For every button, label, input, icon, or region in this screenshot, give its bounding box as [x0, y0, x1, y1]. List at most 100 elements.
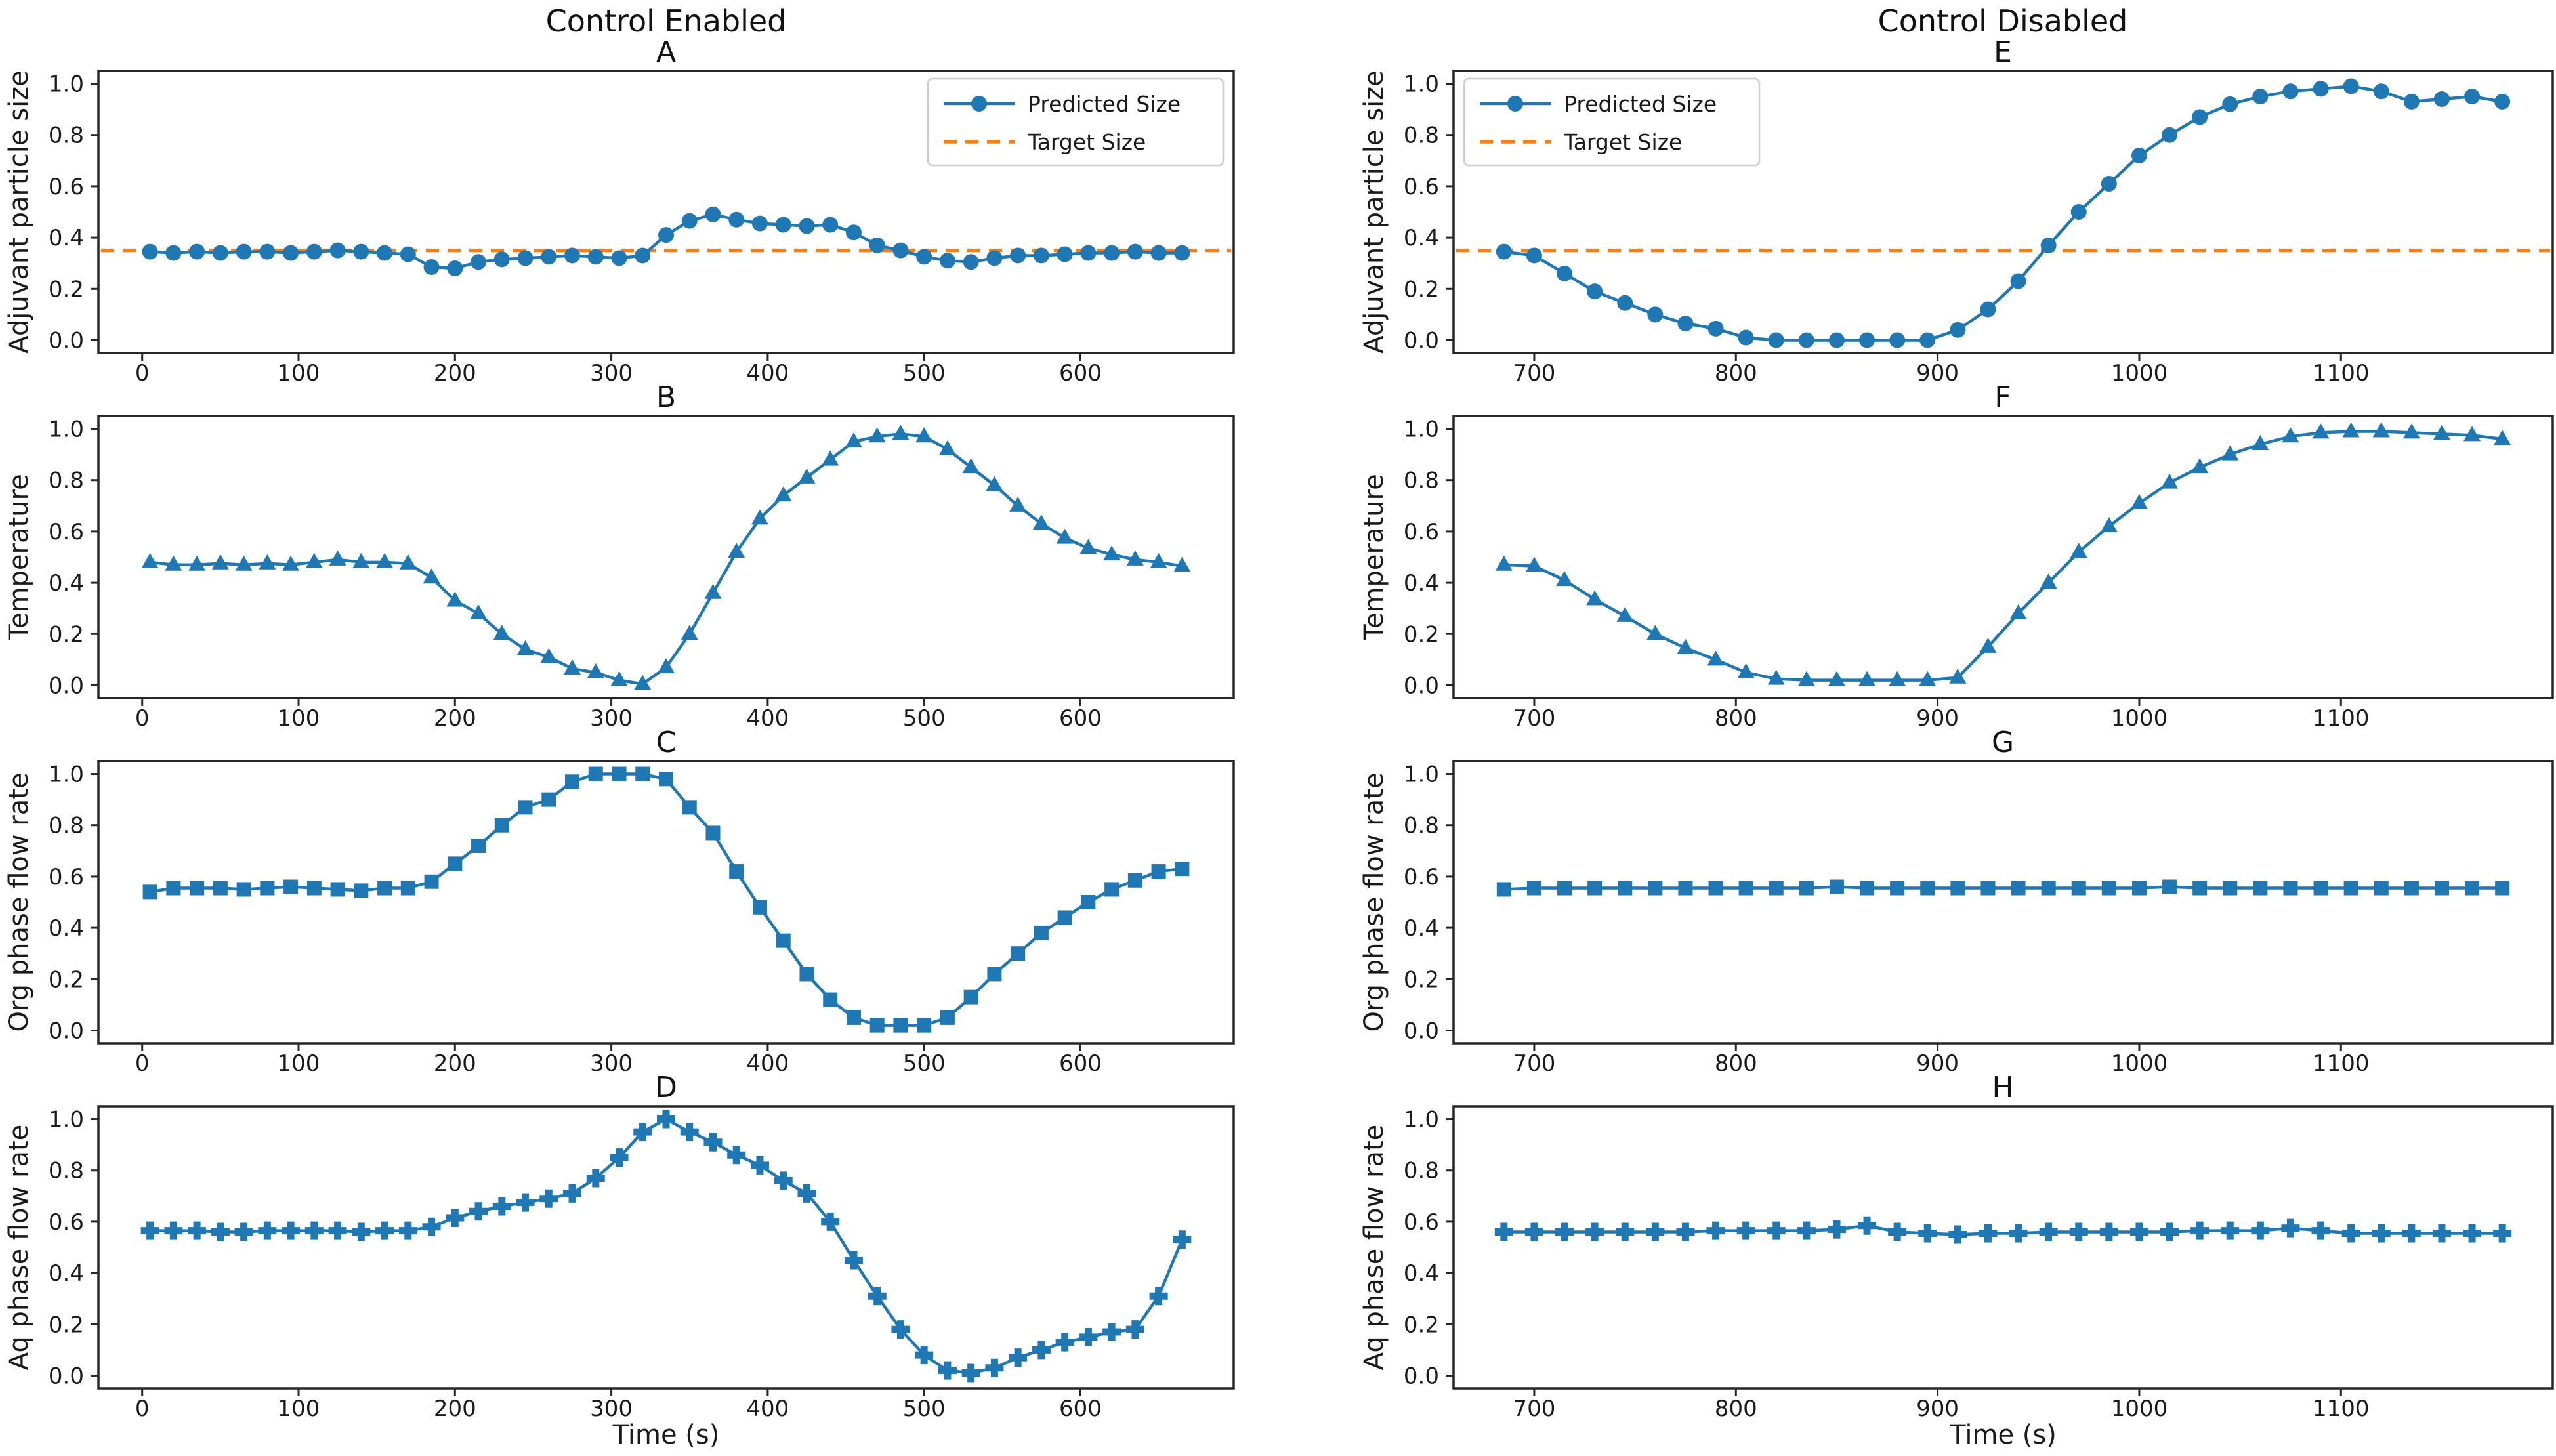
chart-letter-g: G [1991, 726, 2015, 759]
svg-text:1100: 1100 [2313, 705, 2370, 728]
svg-text:1100: 1100 [2313, 1396, 2370, 1422]
y-axis-label: Aq phase flow rate [4, 1125, 34, 1371]
svg-text:0.0: 0.0 [1404, 1363, 1439, 1389]
y-axis-label: Temperature [4, 474, 34, 640]
axes [91, 760, 1235, 1051]
svg-text:0: 0 [135, 360, 150, 383]
chart-aq-phase-flow-disabled: 700 800 900 1000 1100 0.0 0.2 0.4 0.6 0.8 1.0 Aq ph… [1359, 1105, 2554, 1447]
chart-block-f: F 700 800 900 1000 1100 0.0 0.2 0.4 0.6 0.8 1.0 Tem… [1283, 383, 2556, 728]
chart-org-phase-flow-disabled: 700 800 900 1000 1100 0.0 0.2 0.4 0.6 0.8 1.0 Org p… [1359, 760, 2554, 1073]
chart-block-g: G 700 800 900 1000 1100 0.0 0.2 0.4 0.6 0.8 1.0 Org… [1283, 728, 2556, 1073]
chart-adjuvant-particle-size-enabled: 0 100 200 300 400 500 600 0.0 0.2 0.4 0.6 0.8 1.0 Adj… [4, 70, 1235, 383]
svg-text:0.2: 0.2 [1404, 967, 1439, 993]
svg-text:0.2: 0.2 [49, 1312, 84, 1338]
chart-letter-c: C [656, 726, 677, 759]
chart-block-b: B 0 100 200 300 400 500 600 0.0 0.2 0.4 0.6 0.8 1.0 T… [0, 383, 1273, 728]
svg-text:500: 500 [903, 705, 946, 728]
svg-text:0.4: 0.4 [1404, 915, 1439, 942]
svg-text:0.4: 0.4 [1404, 570, 1439, 596]
svg-text:100: 100 [278, 705, 320, 728]
chart-letter-a: A [656, 35, 677, 69]
svg-text:0.2: 0.2 [1404, 276, 1439, 302]
svg-text:0.8: 0.8 [1404, 123, 1439, 149]
svg-text:0.0: 0.0 [1404, 327, 1439, 354]
tick-labels: 700 800 900 1000 1100 0.0 0.2 0.4 0.6 0.8 1.0 [1404, 72, 2370, 383]
column-control-enabled: Control Enabled A 0 100 200 300 400 500 600 0.0… [0, 4, 1273, 1447]
chart-letter-b: B [656, 381, 677, 414]
svg-text:1.0: 1.0 [1404, 1107, 1439, 1133]
svg-text:1.0: 1.0 [49, 72, 84, 98]
svg-text:0.6: 0.6 [1404, 174, 1439, 200]
svg-text:800: 800 [1715, 1050, 1757, 1073]
svg-text:0.6: 0.6 [1404, 519, 1439, 545]
svg-text:1.0: 1.0 [49, 417, 84, 443]
chart-block-a: A 0 100 200 300 400 500 600 0.0 0.2 0.4 0.6 0.8 1.0 A… [0, 38, 1273, 383]
svg-text:0: 0 [135, 1050, 150, 1073]
svg-text:900: 900 [1916, 1396, 1959, 1422]
svg-text:900: 900 [1916, 1050, 1959, 1073]
y-axis-label: Temperature [1359, 474, 1389, 640]
svg-text:1000: 1000 [2111, 1050, 2168, 1073]
legend: Predicted Size Target Size [1463, 77, 1761, 167]
svg-text:300: 300 [590, 1396, 633, 1422]
y-axis-label: Aq phase flow rate [1359, 1125, 1389, 1371]
axes [91, 1105, 1235, 1396]
svg-text:0.8: 0.8 [49, 123, 84, 149]
column-title-disabled: Control Disabled [1877, 3, 2128, 39]
svg-text:0.2: 0.2 [49, 276, 84, 302]
axes [1446, 760, 2554, 1051]
svg-text:0.0: 0.0 [49, 1363, 84, 1389]
svg-text:1000: 1000 [2111, 1396, 2168, 1422]
chart-block-h: H 700 800 900 1000 1100 0.0 0.2 0.4 0.6 0.8 1.0 Aq … [1283, 1073, 2556, 1447]
chart-adjuvant-particle-size-disabled: 700 800 900 1000 1100 0.0 0.2 0.4 0.6 0.8 1.0 Adjuv… [1359, 70, 2554, 383]
column-control-disabled: Control Disabled E 700 800 900 1000 1100 0.0 0… [1283, 4, 2556, 1447]
tick-labels: 0 100 200 300 400 500 600 0.0 0.2 0.4 0.6 0.8 1.0 [49, 762, 1102, 1073]
svg-text:900: 900 [1916, 360, 1959, 383]
svg-text:0.4: 0.4 [49, 1260, 84, 1287]
legend-predicted-label: Predicted Size [1564, 91, 1717, 117]
svg-text:800: 800 [1715, 1396, 1757, 1422]
tick-labels: 0 100 200 300 400 500 600 0.0 0.2 0.4 0.6 0.8 1.0 [49, 1107, 1102, 1422]
chart-letter-d: D [655, 1071, 677, 1104]
svg-text:700: 700 [1513, 705, 1555, 728]
svg-text:0.0: 0.0 [49, 327, 84, 354]
svg-text:0: 0 [135, 1396, 150, 1422]
svg-text:600: 600 [1059, 705, 1102, 728]
svg-text:0.8: 0.8 [1404, 1158, 1439, 1184]
svg-text:0.2: 0.2 [49, 967, 84, 993]
svg-text:1100: 1100 [2313, 1050, 2370, 1073]
svg-text:700: 700 [1513, 1396, 1555, 1422]
svg-text:200: 200 [434, 1396, 476, 1422]
svg-text:0.0: 0.0 [49, 673, 84, 699]
svg-text:600: 600 [1059, 360, 1102, 383]
svg-text:1.0: 1.0 [49, 762, 84, 788]
tick-labels: 700 800 900 1000 1100 0.0 0.2 0.4 0.6 0.8 1.0 [1404, 762, 2370, 1073]
svg-text:1.0: 1.0 [49, 1107, 84, 1133]
chart-block-d: D 0 100 200 300 400 500 600 0.0 0.2 0.4 0.6 0.8 1.0 A… [0, 1073, 1273, 1447]
chart-letter-e: E [1994, 35, 2012, 69]
svg-text:0.8: 0.8 [49, 468, 84, 494]
svg-text:0.8: 0.8 [1404, 468, 1439, 494]
chart-letter-f: F [1994, 381, 2011, 414]
y-axis-label: Adjuvant particle size [4, 70, 34, 354]
svg-text:0.0: 0.0 [1404, 1018, 1439, 1044]
legend-target-label: Target Size [1563, 129, 1682, 155]
svg-text:0.4: 0.4 [49, 915, 84, 942]
svg-text:0.8: 0.8 [1404, 813, 1439, 839]
svg-text:1100: 1100 [2313, 360, 2370, 383]
svg-text:300: 300 [590, 1050, 633, 1073]
chart-aq-phase-flow-enabled: 0 100 200 300 400 500 600 0.0 0.2 0.4 0.6 0.8 1.0 Aq … [4, 1105, 1235, 1447]
y-axis-label: Org phase flow rate [1359, 772, 1389, 1031]
svg-text:0.4: 0.4 [49, 225, 84, 251]
svg-text:0.6: 0.6 [49, 864, 84, 890]
chart-temperature-enabled: 0 100 200 300 400 500 600 0.0 0.2 0.4 0.6 0.8 1.0 Tem… [4, 415, 1235, 728]
svg-text:0.6: 0.6 [49, 1209, 84, 1236]
svg-text:0.2: 0.2 [49, 621, 84, 648]
svg-text:500: 500 [903, 1396, 946, 1422]
svg-text:0.6: 0.6 [49, 174, 84, 200]
chart-temperature-disabled: 700 800 900 1000 1100 0.0 0.2 0.4 0.6 0.8 1.0 Tempe… [1359, 415, 2554, 728]
predicted-series [141, 425, 1191, 690]
svg-text:0.6: 0.6 [1404, 864, 1439, 890]
legend-target-label: Target Size [1027, 129, 1146, 155]
